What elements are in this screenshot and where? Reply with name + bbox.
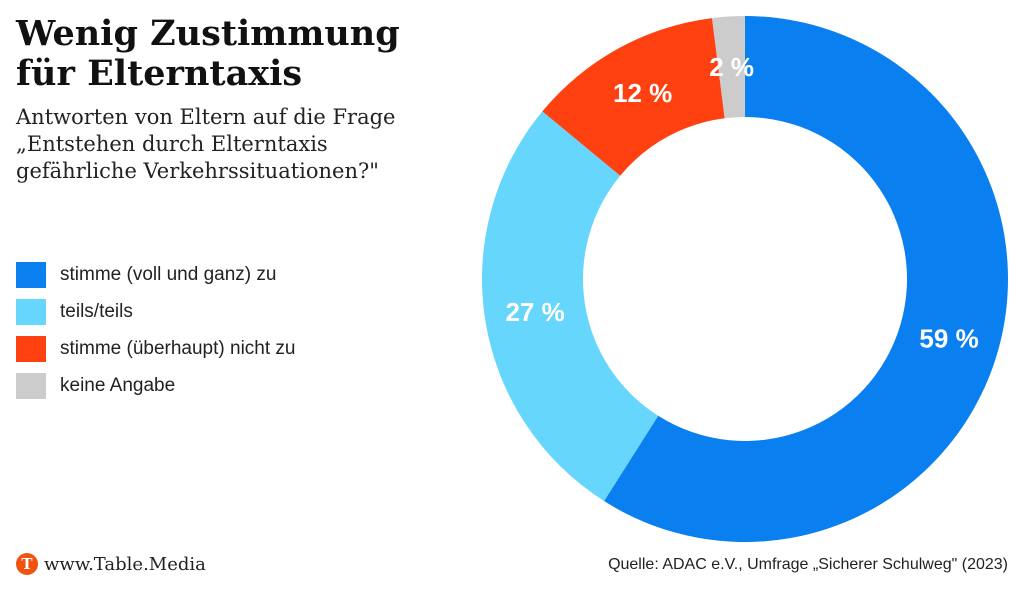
donut-chart: 59 % 27 % 12 % 2 % [481, 16, 1008, 542]
subtitle-line-2: „Entstehen durch Elterntaxis [16, 132, 328, 156]
legend-label-agree: stimme (voll und ganz) zu [60, 263, 277, 285]
donut-slice-partly [481, 111, 659, 502]
legend-swatch-agree [16, 261, 46, 288]
table-media-logo[interactable]: T www.Table.Media [16, 553, 206, 575]
legend-swatch-disagree [16, 335, 46, 362]
legend-item-no-answer: keine Angabe [16, 367, 296, 404]
subtitle-line-1: Antworten von Eltern auf die Frage [16, 105, 396, 129]
chart-subtitle: Antworten von Eltern auf die Frage „Ents… [16, 104, 476, 185]
legend-label-partly: teils/teils [60, 300, 133, 322]
chart-title: Wenig Zustimmung für Elterntaxis [16, 14, 456, 94]
chart-title-line-2: für Elterntaxis [16, 53, 303, 94]
donut-slice-disagree [542, 18, 725, 176]
chart-title-line-1: Wenig Zustimmung [16, 13, 400, 54]
legend-item-agree: stimme (voll und ganz) zu [16, 256, 296, 293]
legend-item-partly: teils/teils [16, 293, 296, 330]
source-note: Quelle: ADAC e.V., Umfrage „Sicherer Sch… [608, 556, 1008, 573]
legend-swatch-no-answer [16, 372, 46, 399]
legend-label-disagree: stimme (überhaupt) nicht zu [60, 337, 296, 359]
data-label-no-answer: 2 % [709, 52, 754, 82]
data-label-agree: 59 % [919, 323, 978, 353]
legend: stimme (voll und ganz) zu teils/teils st… [16, 256, 296, 404]
legend-swatch-partly [16, 298, 46, 325]
donut-slice-agree [604, 16, 1008, 542]
table-media-logo-icon: T [16, 553, 38, 575]
table-media-url[interactable]: www.Table.Media [44, 553, 206, 575]
subtitle-line-3: gefährliche Verkehrssituationen?" [16, 159, 379, 183]
donut-slice-no-answer [712, 16, 745, 119]
data-label-partly: 27 % [505, 297, 564, 327]
data-label-disagree: 12 % [613, 78, 672, 108]
legend-label-no-answer: keine Angabe [60, 374, 176, 396]
legend-item-disagree: stimme (überhaupt) nicht zu [16, 330, 296, 367]
